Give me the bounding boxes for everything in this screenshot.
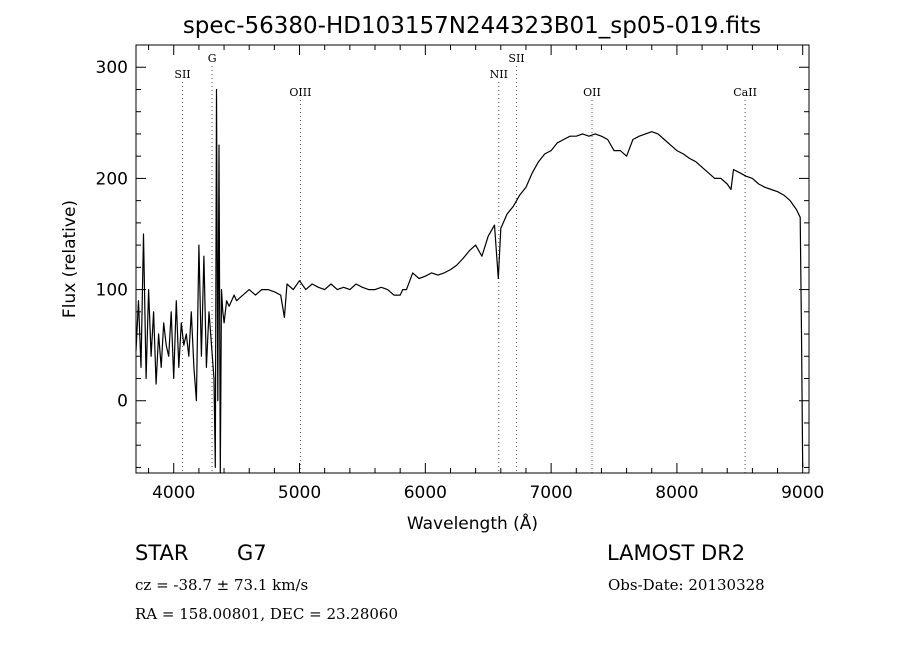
survey-name: LAMOST DR2 bbox=[607, 541, 746, 565]
line-marker-label: OIII bbox=[289, 86, 311, 99]
y-tick-label: 100 bbox=[96, 281, 128, 301]
y-axis-label: Flux (relative) bbox=[60, 200, 80, 318]
y-tick-label: 300 bbox=[96, 58, 128, 78]
chart-title: spec-56380-HD103157N244323B01_sp05-019.f… bbox=[183, 13, 761, 39]
object-subclass: G7 bbox=[237, 541, 267, 565]
spectrum-series bbox=[135, 88, 804, 474]
x-tick-label: 7000 bbox=[529, 483, 572, 503]
plot-frame bbox=[135, 44, 810, 474]
line-marker-label: SII bbox=[508, 52, 524, 65]
line-marker-label: G bbox=[208, 52, 217, 65]
x-tick-label: 8000 bbox=[655, 483, 698, 503]
spectrum-line bbox=[135, 88, 804, 474]
line-marker-label: CaII bbox=[733, 86, 757, 99]
redshift-readout: cz = -38.7 ± 73.1 km/s bbox=[135, 576, 309, 594]
x-tick-label: 9000 bbox=[781, 483, 824, 503]
sky-coordinates: RA = 158.00801, DEC = 23.28060 bbox=[135, 605, 399, 623]
line-marker-label: OII bbox=[583, 86, 601, 99]
x-tick-label: 5000 bbox=[278, 483, 321, 503]
x-axis-label: Wavelength (Å) bbox=[407, 512, 538, 534]
x-tick-label: 6000 bbox=[404, 483, 447, 503]
line-marker-label: NII bbox=[490, 68, 508, 81]
observation-date: Obs-Date: 20130328 bbox=[608, 576, 765, 594]
axis-ticks: 4000 5000 6000 7000 8000 9000 0 100 200 300 bbox=[96, 44, 824, 503]
object-class: STAR bbox=[135, 541, 189, 565]
x-tick-label: 4000 bbox=[152, 483, 195, 503]
y-tick-label: 0 bbox=[117, 392, 128, 412]
line-marker-label: SII bbox=[174, 68, 190, 81]
y-tick-label: 200 bbox=[96, 169, 128, 189]
